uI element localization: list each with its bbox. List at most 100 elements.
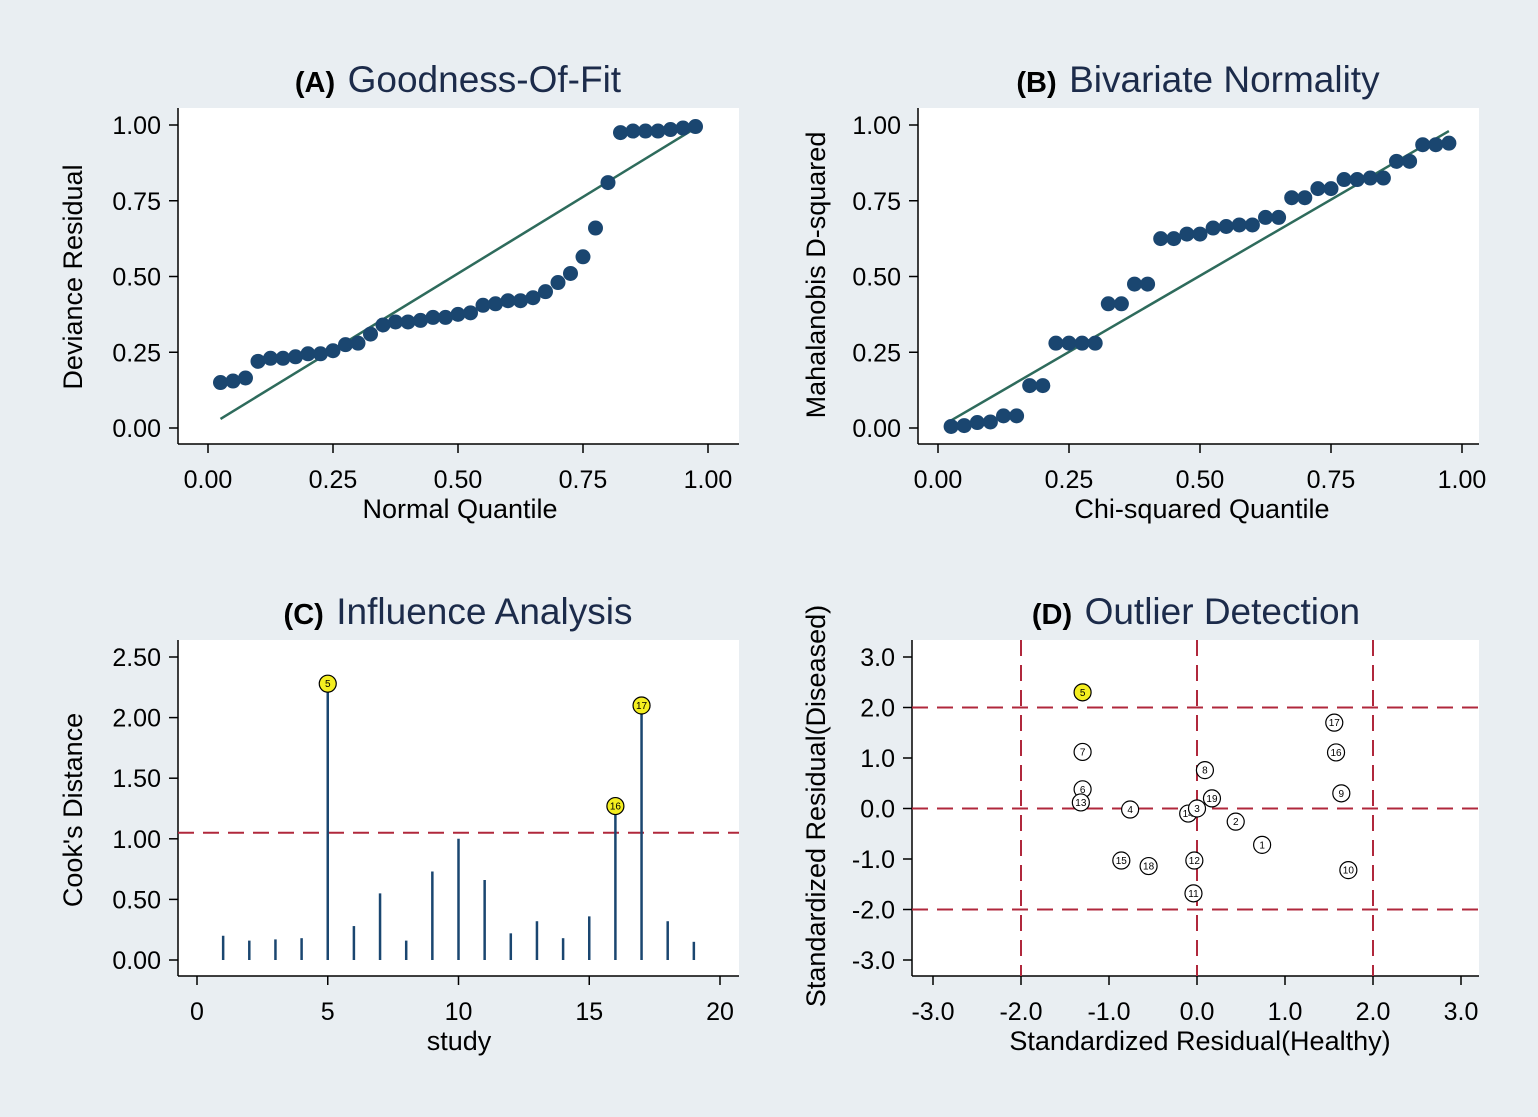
panel-a-data-point (600, 175, 616, 191)
panel-a-x-tick-label: 0.75 (559, 466, 608, 494)
panel-b-data-point (1415, 137, 1431, 153)
panel-d-study-label: 4 (1127, 805, 1133, 816)
panel-a-data-point (350, 335, 366, 351)
panel-a-y-tick-label: 0.75 (112, 188, 161, 216)
panel-b-x-tick-label: 0.00 (914, 466, 963, 494)
panel-b-data-point (1113, 296, 1129, 312)
panel-a-y-tick-label: 0.50 (112, 264, 161, 292)
panel-c-y-tick-label: 1.00 (112, 826, 161, 854)
panel-d-study-label: 8 (1202, 766, 1208, 777)
panel-d-study-marker (1326, 743, 1346, 762)
panel-d-study-marker (1253, 835, 1272, 854)
panel-b-x-tick-label: 1.00 (1438, 466, 1487, 494)
panel-b-data-point (1271, 209, 1287, 225)
panel-b-y-tick-label: 0.75 (852, 188, 901, 216)
panel-b-data-point (1192, 226, 1208, 242)
panel-a-data-point (638, 123, 653, 139)
panel-b-data-point (1402, 153, 1418, 169)
panel-d-ylabel: Standardized Residual(Diseased) (801, 605, 831, 1007)
panel-d-study-marker (1332, 784, 1351, 803)
panel-d-x-tick-label: 2.0 (1356, 998, 1391, 1026)
panel-a-ylabel: Deviance Residual (58, 164, 88, 389)
panel-d-y-tick-label: 2.0 (860, 695, 895, 723)
panel-a-data-point (538, 284, 553, 300)
panel-d-x-tick-label: 0.0 (1180, 998, 1215, 1026)
panel-b-data-point (1074, 335, 1090, 351)
panel-a-title-text: Goodness-Of-Fit (348, 59, 622, 100)
panel-d-study-marker (1184, 884, 1203, 903)
panel-b-label: (B) (1016, 67, 1056, 99)
panel-b-y-tick-label: 0.50 (852, 264, 901, 292)
panel-b-x-tick-label: 0.75 (1307, 466, 1356, 494)
panel-c-y-tick-label: 0.50 (112, 886, 161, 914)
panel-a-y-tick-label: 1.00 (112, 112, 161, 140)
panel-b-data-point (982, 414, 998, 430)
panel-a-data-point (300, 346, 316, 362)
panel-b-data-point (1035, 378, 1051, 394)
panel-d-study-label: 7 (1080, 747, 1086, 758)
panel-b-title-text: Bivariate Normality (1069, 59, 1380, 100)
panel-b-data-point (1127, 276, 1142, 292)
panel-d-y-tick-label: -3.0 (852, 947, 895, 975)
panel-a-data-point (550, 275, 566, 291)
panel-a-x-tick-label: 0.25 (309, 466, 358, 494)
panel-d-study-marker (1139, 856, 1158, 876)
panel-a-data-point (513, 293, 528, 309)
panel-a-xlabel: Normal Quantile (362, 494, 557, 524)
panel-a-data-point (425, 309, 441, 325)
panel-b-data-point (1100, 296, 1116, 312)
panel-a-data-point (413, 312, 428, 328)
panel-a-axes: 0.00 0.25 0.50 0.75 1.00 0.00 0.25 0.50 0.75 1.00 (112, 108, 739, 494)
panel-d-study-label: 5 (1080, 688, 1086, 699)
panel-d-x-tick-label: -2.0 (999, 998, 1042, 1026)
panel-d-study-label: 3 (1194, 804, 1200, 815)
panel-c-highlight-label: 17 (636, 701, 648, 712)
panel-b-y-tick-label: 0.00 (852, 415, 901, 443)
panel-d-study-label: 17 (1329, 718, 1341, 729)
panel-b-data-point (1362, 170, 1378, 186)
panel-d-study-marker (1073, 683, 1092, 702)
panel-d-study-marker (1185, 851, 1204, 870)
panel-c-x-tick-label: 20 (706, 998, 734, 1026)
panel-a-data-point (225, 373, 241, 389)
panel-d-study-label: 18 (1143, 862, 1155, 873)
panel-b-data-point (996, 408, 1011, 424)
panel-b-x-tick-label: 0.25 (1045, 466, 1094, 494)
panel-d-y-tick-label: -1.0 (852, 846, 895, 874)
panel-d-study-label: 12 (1189, 856, 1201, 867)
panel-d-study-label: 19 (1206, 794, 1218, 805)
panel-b-data-point (1061, 335, 1077, 351)
panel-a-data-point (400, 314, 416, 330)
panel-d-axes: -3.0 -2.0 -1.0 0.0 1.0 2.0 3.0 3.0 2.0 1.0 0.0 -1.0… (852, 640, 1479, 1026)
panel-a-data-point (363, 326, 378, 342)
panel-b-title: (B) Bivariate Normality (1016, 59, 1380, 100)
panel-a-data-point (563, 265, 578, 281)
panel-b-data-point (1336, 172, 1352, 188)
panel-d-study-marker (1195, 761, 1215, 780)
panel-d-study-label: 9 (1339, 789, 1345, 800)
panel-b-data-point (1179, 226, 1195, 242)
panel-b-data-point (1244, 217, 1260, 233)
panel-a-data-point (250, 353, 266, 369)
panel-c-xlabel: study (427, 1026, 492, 1056)
panel-c-x-tick-label: 5 (321, 998, 335, 1026)
panel-a-data-point (213, 375, 228, 391)
panel-d-x-tick-label: -3.0 (911, 998, 954, 1026)
panel-b-data-point (1428, 137, 1444, 153)
panel-d-study-label: 13 (1075, 798, 1087, 809)
panel-d-study-label: 2 (1233, 817, 1239, 828)
panel-a-data-point (688, 119, 703, 135)
panel-b-data-point (1009, 408, 1025, 424)
panel-d-study-marker (1339, 861, 1358, 880)
panel-a-data-point (675, 120, 691, 136)
panel-c-ylabel: Cook's Distance (58, 713, 88, 907)
panel-c-title-text: Influence Analysis (336, 591, 632, 632)
panel-c-x-tick-label: 15 (575, 998, 603, 1026)
panel-a-data-point (525, 290, 541, 306)
panel-d-y-tick-label: 3.0 (860, 644, 895, 672)
panel-a: (A) Goodness-Of-Fit 0.00 0.25 0.50 0.75 1.00… (58, 59, 739, 524)
panel-c-y-tick-label: 2.00 (112, 705, 161, 733)
panel-a-reference-line (219, 126, 697, 420)
panel-a-data-point (313, 346, 328, 362)
panel-a-data-point (500, 293, 516, 309)
